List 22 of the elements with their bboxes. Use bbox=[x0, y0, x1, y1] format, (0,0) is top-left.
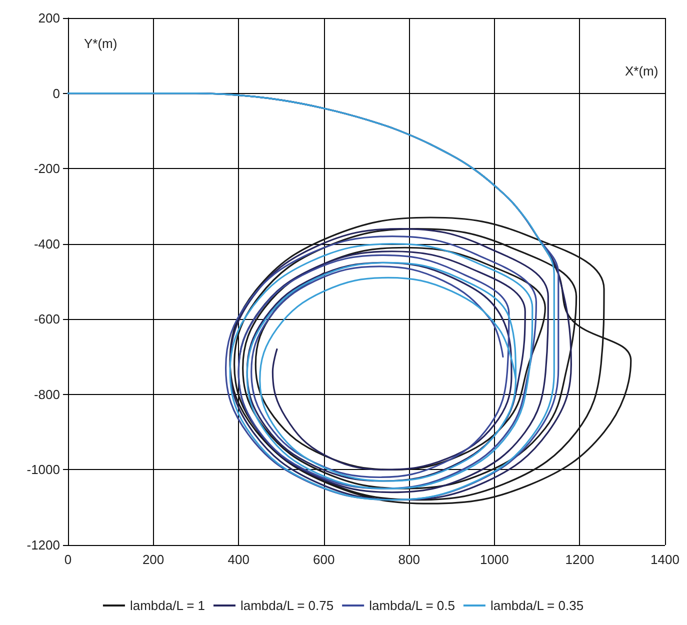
y-tick-label: 0 bbox=[52, 86, 60, 101]
y-tick-label: -200 bbox=[34, 161, 60, 176]
legend-label: lambda/L = 0.75 bbox=[240, 598, 334, 613]
legend-label: lambda/L = 0.5 bbox=[369, 598, 455, 613]
x-tick-label: 200 bbox=[142, 552, 164, 567]
x-tick-label: 1400 bbox=[650, 552, 680, 567]
y-tick-label: 200 bbox=[38, 10, 60, 26]
y-tick-label: -600 bbox=[34, 312, 60, 327]
x-tick-label: 600 bbox=[313, 552, 335, 567]
x-tick-label: 800 bbox=[398, 552, 420, 567]
legend-label: lambda/L = 0.35 bbox=[490, 598, 584, 613]
y-tick-label: -800 bbox=[34, 386, 60, 402]
y-axis-title: Y*(m) bbox=[84, 36, 118, 51]
x-tick-label: 1000 bbox=[480, 552, 509, 567]
x-tick-label: 1200 bbox=[565, 552, 594, 567]
x-axis-title: X*(m) bbox=[625, 63, 658, 78]
y-tick-label: -400 bbox=[34, 236, 60, 252]
x-tick-label: 0 bbox=[64, 552, 72, 567]
y-tick-label: -1000 bbox=[26, 462, 60, 478]
x-tick-label: 400 bbox=[228, 552, 250, 567]
y-tick-label: -1200 bbox=[26, 538, 60, 552]
legend-label: lambda/L = 1 bbox=[130, 598, 206, 613]
